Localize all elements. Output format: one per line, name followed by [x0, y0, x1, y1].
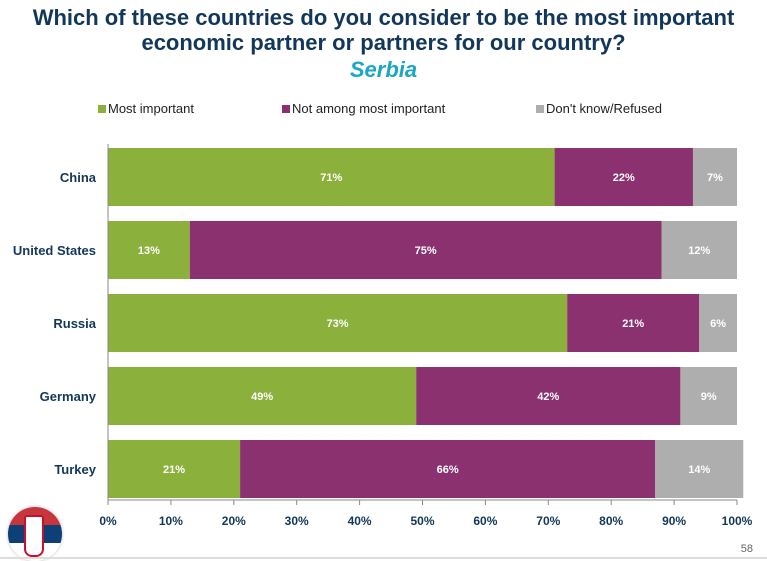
x-tick-label: 90%: [662, 514, 686, 528]
data-label: 14%: [688, 464, 710, 476]
bar-segment: [108, 440, 241, 498]
chart-title-line1: Which of these countries do you consider…: [32, 5, 735, 30]
bar-segment: [655, 440, 744, 498]
bar-segment: [699, 294, 737, 352]
data-label: 22%: [613, 172, 635, 184]
chart-title-line2: economic partner or partners for our cou…: [141, 30, 626, 55]
bar-segment: [661, 221, 737, 279]
bar-segment: [567, 294, 700, 352]
data-label: 6%: [710, 318, 726, 330]
x-tick-label: 0%: [99, 514, 117, 528]
bar-segment: [108, 367, 417, 425]
data-label: 21%: [622, 318, 644, 330]
bar-segment: [416, 367, 681, 425]
bar-segment: [692, 148, 737, 206]
bar-segment: [680, 367, 737, 425]
data-label: 42%: [537, 391, 559, 403]
data-label: 49%: [251, 391, 273, 403]
category-label: Russia: [53, 316, 96, 331]
category-label: China: [60, 170, 97, 185]
legend-most-important: Most important: [98, 101, 194, 116]
chart-subtitle: Serbia: [349, 57, 418, 82]
data-label: 66%: [437, 464, 459, 476]
legend-swatch: [536, 104, 544, 113]
x-tick-label: 40%: [348, 514, 372, 528]
bar-segment: [108, 294, 568, 352]
x-tick-label: 100%: [722, 514, 753, 528]
legend-label: Don't know/Refused: [546, 101, 662, 116]
legend-not-among: Not among most important: [282, 101, 445, 116]
x-tick-label: 70%: [536, 514, 560, 528]
footer-divider: [0, 557, 767, 559]
data-label: 73%: [327, 318, 349, 330]
legend-swatch: [98, 104, 106, 113]
category-label: United States: [13, 243, 96, 258]
x-tick-label: 50%: [410, 514, 434, 528]
legend-label: Not among most important: [292, 101, 446, 116]
bar-segment: [108, 221, 190, 279]
bar-segment: [189, 221, 662, 279]
legend-dont-know: Don't know/Refused: [536, 101, 662, 116]
legend-label: Most important: [108, 101, 194, 116]
data-label: 9%: [701, 391, 717, 403]
data-label: 71%: [320, 172, 342, 184]
bar-segment: [554, 148, 693, 206]
legend-swatch: [282, 104, 290, 113]
x-tick-label: 80%: [599, 514, 623, 528]
bar-segment: [240, 440, 656, 498]
page-number: 58: [740, 543, 753, 555]
bar-segment: [108, 148, 555, 206]
x-tick-label: 30%: [285, 514, 309, 528]
data-label: 12%: [688, 245, 710, 257]
data-label: 21%: [163, 464, 185, 476]
x-tick-label: 10%: [159, 514, 183, 528]
category-label: Germany: [40, 389, 97, 404]
data-label: 13%: [138, 245, 160, 257]
data-label: 7%: [707, 172, 723, 184]
x-tick-label: 60%: [473, 514, 497, 528]
serbia-flag-icon: [8, 507, 62, 561]
data-label: 75%: [415, 245, 437, 257]
category-label: Turkey: [54, 462, 96, 477]
x-tick-label: 20%: [222, 514, 246, 528]
